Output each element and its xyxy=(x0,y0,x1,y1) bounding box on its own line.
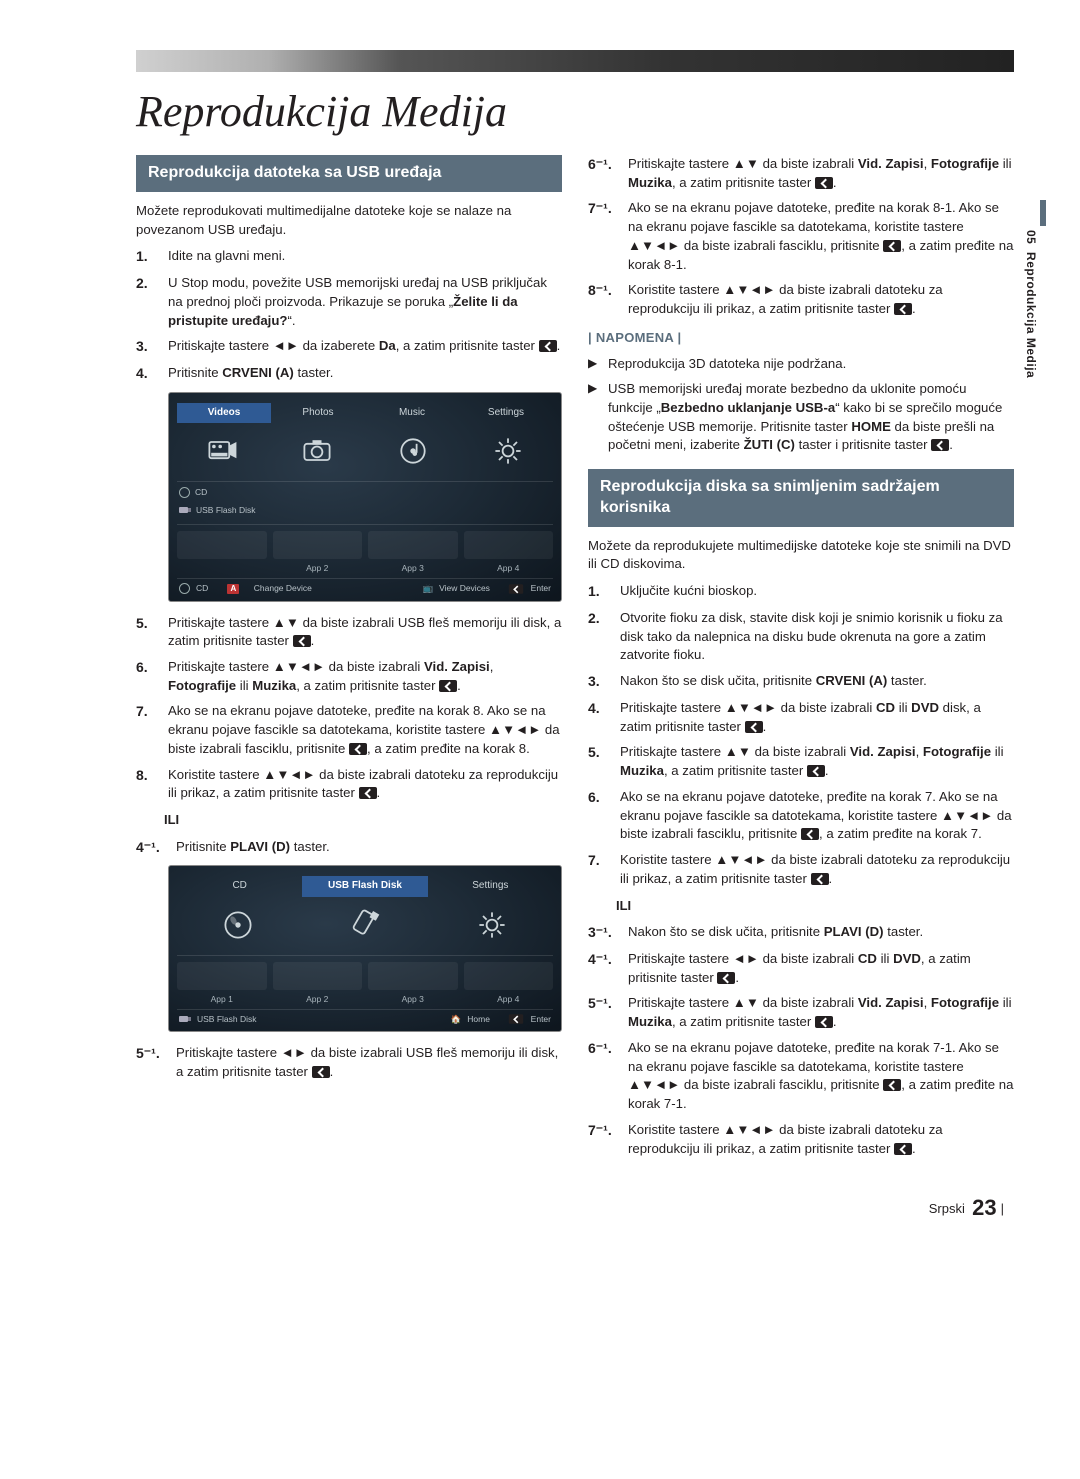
page-title: Reprodukcija Medija xyxy=(136,86,1014,137)
ss2-tab-usb: USB Flash Disk xyxy=(302,876,427,896)
subheading-usb: Reprodukcija datoteka sa USB uređaja xyxy=(136,155,562,192)
cd-icon xyxy=(179,487,190,498)
right-column: 6⁻¹.Pritiskajte tastere ▲▼ da biste izab… xyxy=(588,155,1014,1165)
ss2-app1: App 1 xyxy=(177,962,267,1005)
ss1-app1 xyxy=(177,531,267,574)
page-footer: Srpski 23| xyxy=(66,1195,1004,1221)
chapter-side-label: 05 Reprodukcija Medija xyxy=(1024,200,1046,378)
ss1-app3: App 3 xyxy=(368,531,458,574)
note-heading: | NAPOMENA | xyxy=(588,329,1014,347)
usb-intro: Možete reprodukovati multimedijalne dato… xyxy=(136,202,562,239)
usb-stick-icon xyxy=(179,505,191,515)
usb-steps-c: 4⁻¹.Pritisnite PLAVI (D) taster. xyxy=(136,838,562,858)
ss2-app3: App 3 xyxy=(368,962,458,1005)
ss2-app4: App 4 xyxy=(464,962,554,1005)
photos-icon xyxy=(273,429,363,473)
ili-label-2: ILI xyxy=(616,897,1014,915)
ili-label-1: ILI xyxy=(164,811,562,829)
left-column: Reprodukcija datoteka sa USB uređaja Mož… xyxy=(136,155,562,1165)
subheading-disc: Reprodukcija diska sa snimljenim sadržaj… xyxy=(588,469,1014,527)
usb-steps-d: 5⁻¹.Pritiskajte tastere ◄► da biste izab… xyxy=(136,1044,562,1081)
ss1-tab-settings: Settings xyxy=(459,403,553,423)
ss2-tab-settings: Settings xyxy=(428,876,553,896)
disc-steps-b: 3⁻¹.Nakon što se disk učita, pritisnite … xyxy=(588,923,1014,1158)
ss1-tab-videos: Videos xyxy=(177,403,271,423)
cd-disc-icon xyxy=(177,903,298,947)
usb-large-icon xyxy=(304,903,425,947)
disc-steps: 1.Uključite kućni bioskop. 2.Otvorite fi… xyxy=(588,582,1014,889)
usb-notes: ▶Reprodukcija 3D datoteka nije podržana.… xyxy=(588,355,1014,455)
ss1-tab-photos: Photos xyxy=(271,403,365,423)
usb-screenshot-1: Videos Photos Music Settings CD xyxy=(168,392,562,601)
ss1-app2: App 2 xyxy=(273,531,363,574)
ss2-app2: App 2 xyxy=(273,962,363,1005)
ss1-tab-music: Music xyxy=(365,403,459,423)
music-icon xyxy=(368,429,458,473)
usb-cont-steps: 6⁻¹.Pritiskajte tastere ▲▼ da biste izab… xyxy=(588,155,1014,319)
ss1-app4: App 4 xyxy=(464,531,554,574)
header-gradient xyxy=(136,50,1014,72)
settings-icon-2 xyxy=(432,903,553,947)
usb-steps-b: 5.Pritiskajte tastere ▲▼ da biste izabra… xyxy=(136,614,562,804)
videos-icon xyxy=(177,429,267,473)
ss2-tab-cd: CD xyxy=(177,876,302,896)
usb-steps-a: 1.Idite na glavni meni. 2.U Stop modu, p… xyxy=(136,247,562,384)
usb-screenshot-2: CD USB Flash Disk Settings App 1 App 2 A… xyxy=(168,865,562,1031)
settings-icon xyxy=(464,429,554,473)
disc-intro: Možete da reprodukujete multimedijske da… xyxy=(588,537,1014,574)
